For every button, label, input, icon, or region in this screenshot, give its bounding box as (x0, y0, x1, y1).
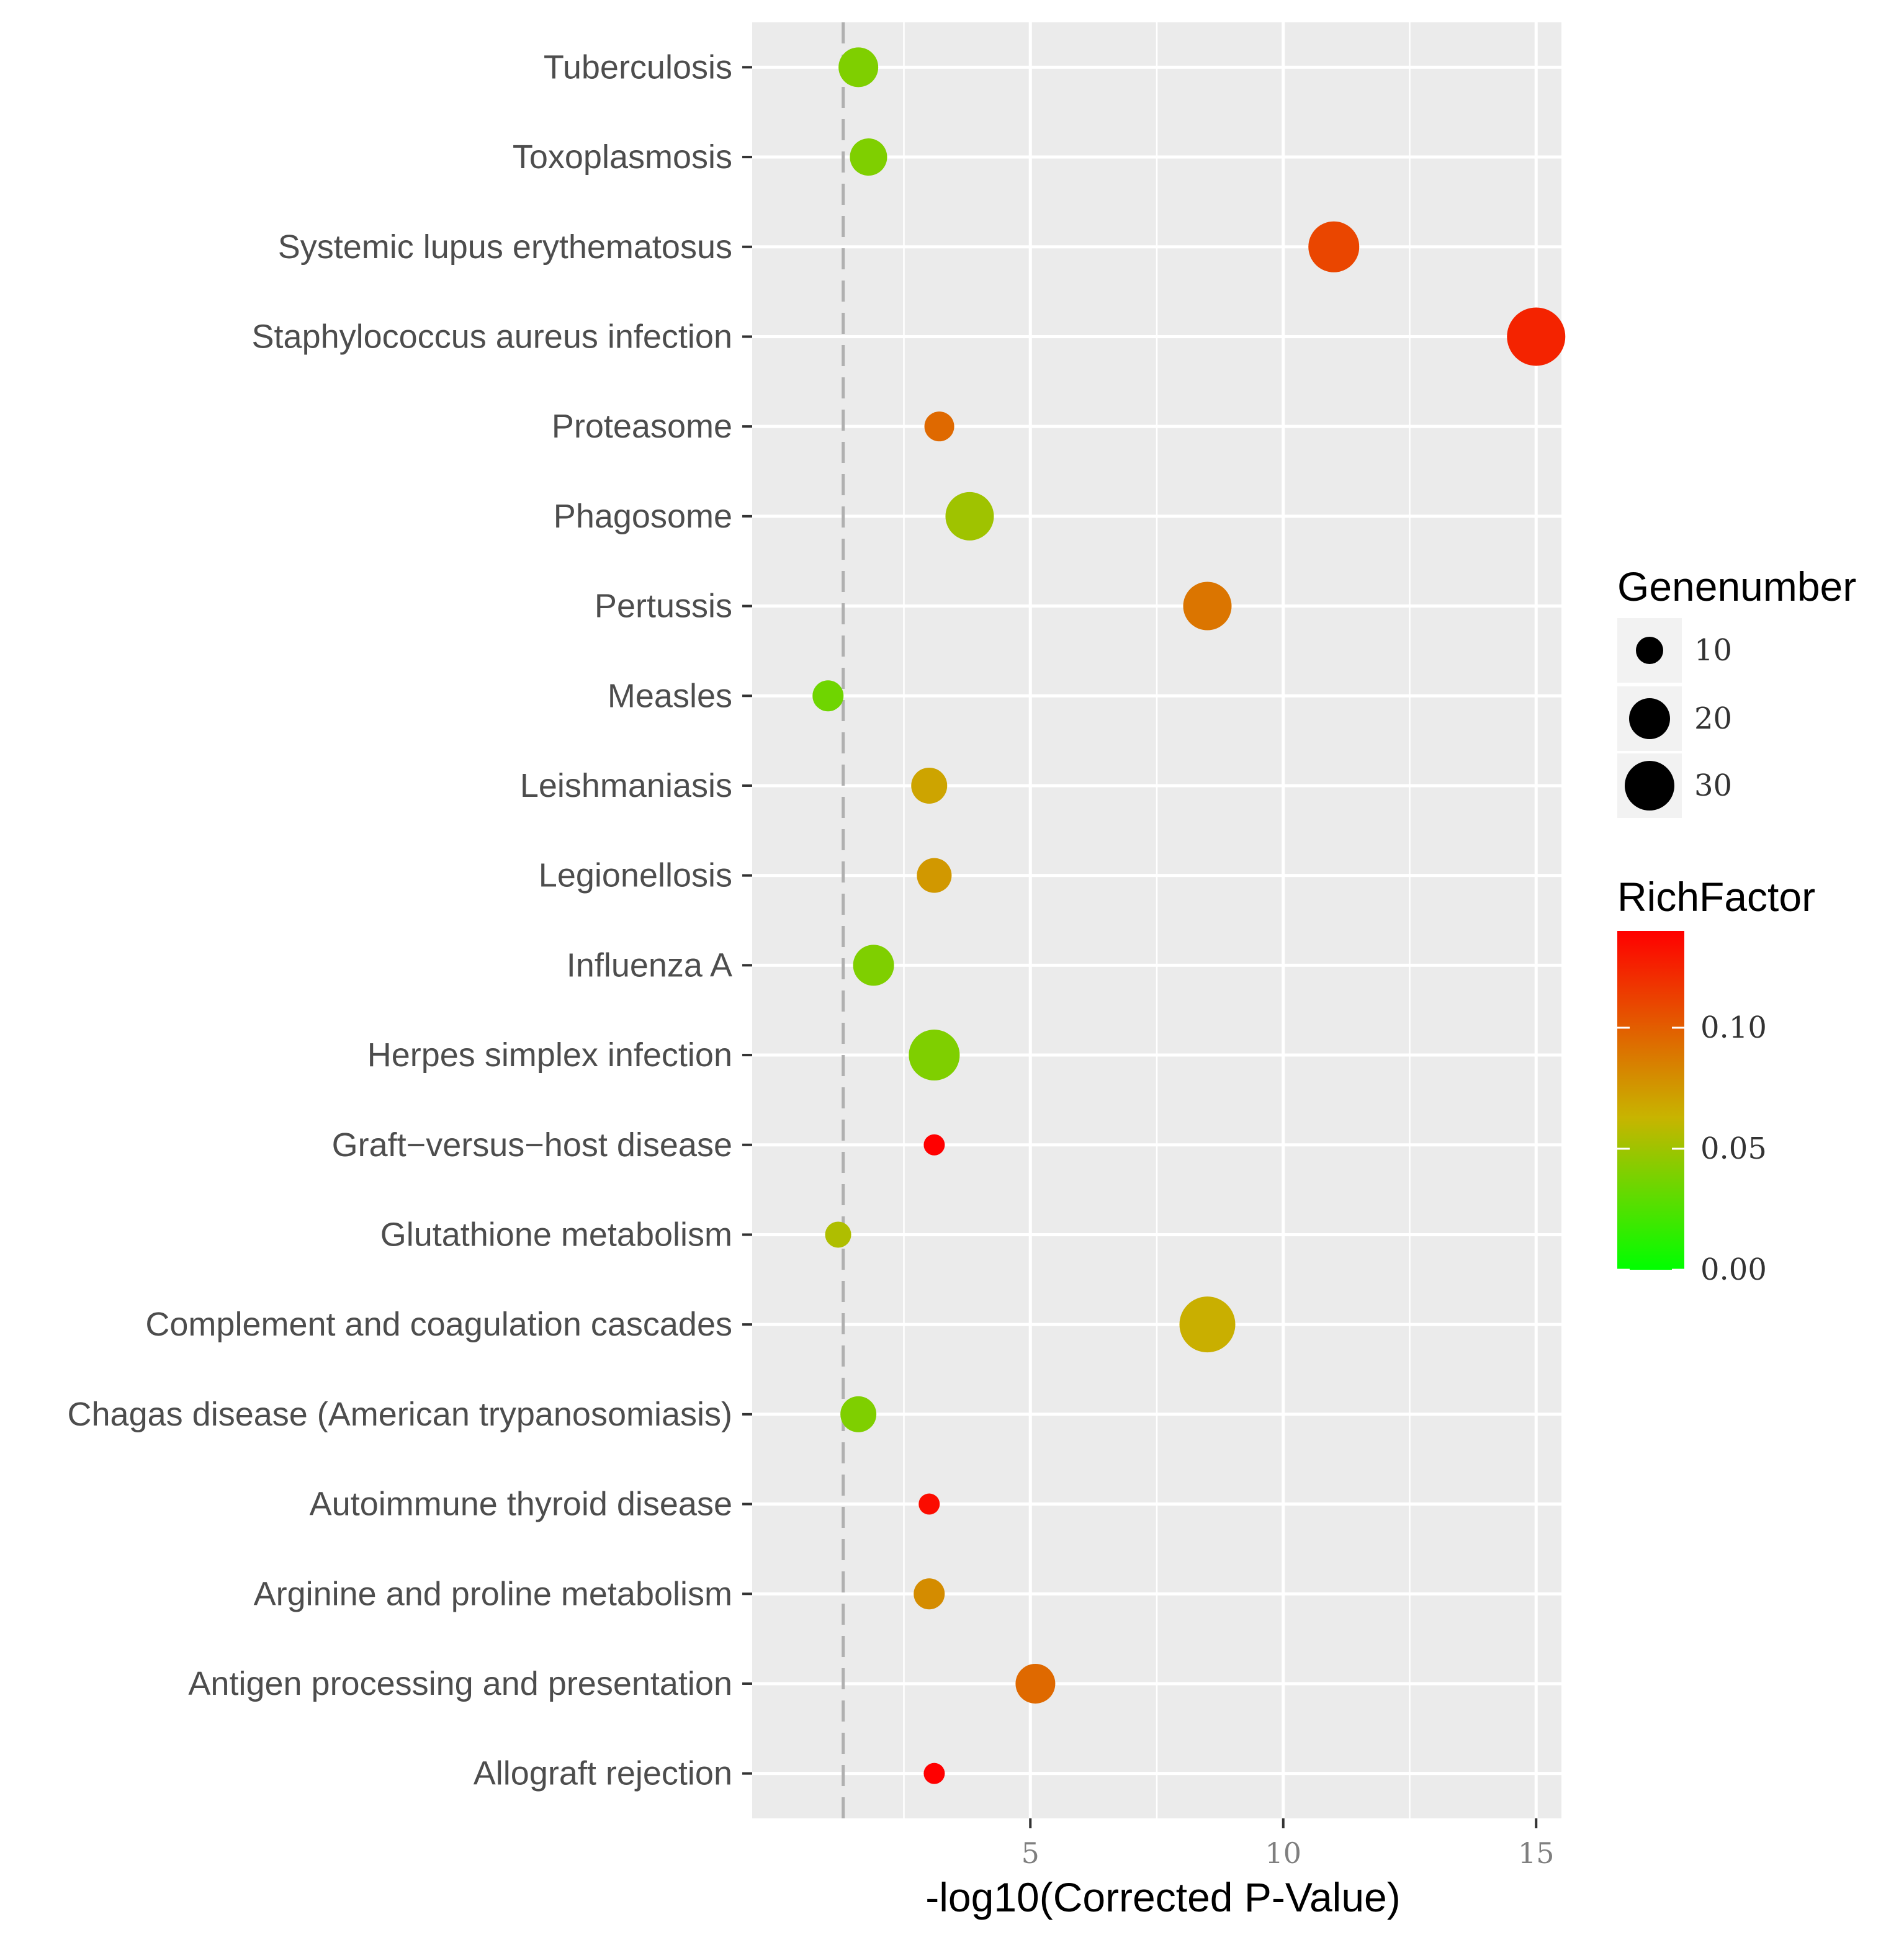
data-point (918, 1493, 940, 1515)
data-point (923, 1763, 945, 1784)
category-label: Arginine and proline metabolism (254, 1575, 732, 1612)
data-point (840, 1396, 877, 1432)
category-label: Pertussis (595, 588, 732, 625)
data-point (923, 1134, 945, 1156)
category-label: Graft−versus−host disease (332, 1126, 732, 1164)
category-label: Herpes simplex infection (367, 1036, 732, 1074)
category-label: Legionellosis (539, 857, 732, 894)
data-point (945, 492, 994, 541)
x-tick-label: 5 (1022, 1836, 1040, 1870)
x-tick-label: 10 (1265, 1836, 1301, 1870)
category-label: Chagas disease (American trypanosomiasis… (68, 1396, 732, 1433)
category-label: Systemic lupus erythematosus (278, 228, 732, 266)
category-label: Autoimmune thyroid disease (310, 1486, 732, 1523)
category-label: Phagosome (554, 498, 732, 535)
category-label: Complement and coagulation cascades (145, 1306, 732, 1343)
category-label: Tuberculosis (544, 48, 732, 86)
category-label: Measles (608, 677, 732, 714)
x-axis: 5 10 15 (1022, 1818, 1555, 1870)
data-point (1183, 582, 1232, 631)
size-key-label: 10 (1694, 633, 1732, 668)
size-key-label: 20 (1694, 701, 1732, 736)
size-key-circle (1629, 698, 1670, 739)
data-point (909, 1030, 960, 1081)
category-label: Leishmaniasis (520, 767, 732, 804)
category-label: Proteasome (552, 408, 732, 445)
data-point (917, 858, 952, 893)
size-key-circle (1636, 637, 1663, 664)
data-point (853, 945, 894, 986)
richfactor-colorbar (1617, 931, 1684, 1270)
y-axis: Tuberculosis Toxoplasmosis Systemic lupus … (68, 48, 752, 1792)
genenumber-legend: Genenumber 10 20 30 (1617, 564, 1856, 818)
colorbar-tick-label: 0.05 (1700, 1131, 1767, 1166)
category-label: Allograft rejection (474, 1755, 732, 1792)
category-label: Glutathione metabolism (380, 1216, 732, 1253)
category-label: Staphylococcus aureus infection (252, 318, 732, 355)
category-label: Influenza A (567, 946, 732, 984)
data-point (825, 1221, 851, 1248)
category-label: Antigen processing and presentation (188, 1665, 732, 1702)
size-key-label: 30 (1694, 768, 1732, 803)
data-point (1179, 1296, 1236, 1353)
data-points (812, 47, 1566, 1784)
category-label: Toxoplasmosis (513, 138, 732, 176)
genenumber-legend-title: Genenumber (1617, 564, 1856, 609)
colorbar-tick-label: 0.10 (1700, 1010, 1767, 1045)
x-axis-title: -log10(Corrected P-Value) (925, 1874, 1400, 1920)
data-point (1308, 221, 1360, 272)
data-point (838, 47, 879, 88)
data-point (914, 1578, 945, 1610)
x-tick-label: 15 (1518, 1836, 1555, 1870)
size-key-circle (1625, 761, 1674, 811)
grid-lines (752, 22, 1561, 1818)
data-point (850, 138, 887, 176)
data-point (812, 680, 844, 712)
colorbar-tick-label: 0.00 (1700, 1252, 1767, 1287)
data-point (911, 767, 948, 804)
richfactor-legend-title: RichFactor (1617, 874, 1815, 920)
data-point (1507, 307, 1566, 366)
data-point (1015, 1663, 1056, 1704)
richfactor-legend: RichFactor 0.00 0.05 0.10 (1617, 874, 1815, 1287)
data-point (924, 411, 954, 442)
